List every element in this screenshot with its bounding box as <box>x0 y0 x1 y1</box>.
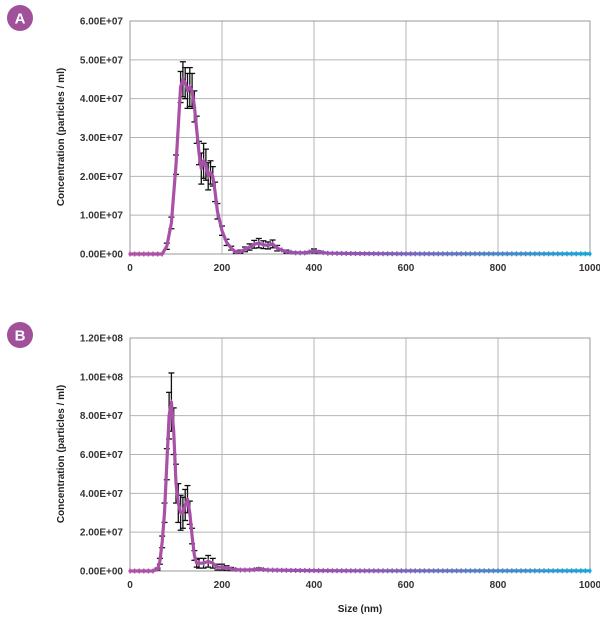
panel-b-label: B <box>15 328 26 345</box>
x-tick-label-a: 800 <box>490 263 507 274</box>
y-tick-label-b: 6.00E+07 <box>80 450 124 461</box>
chart-panel-a: A 0.00E+00 1.00E+07 2.00E+07 3.00E+07 4.00E+… <box>7 5 600 274</box>
x-tick-label-a: 0 <box>127 263 133 274</box>
y-tick-label-a: 4.00E+07 <box>80 94 124 105</box>
x-tick-label-b: 400 <box>306 580 323 591</box>
chart-panel-b: B 0.00E+00 2.00E+07 4.00E+07 6.00E+07 8.00E+… <box>7 322 600 615</box>
y-tick-label-b: 1.20E+08 <box>80 334 124 345</box>
plot-area-b: 0.00E+00 2.00E+07 4.00E+07 6.00E+07 8.00E+07… <box>80 334 600 592</box>
y-tick-label-b: 4.00E+07 <box>80 489 124 500</box>
y-tick-label-a: 0.00E+00 <box>80 250 124 261</box>
x-tick-label-b: 0 <box>127 580 133 591</box>
panel-b-badge: B <box>7 322 33 348</box>
x-axis-title-b: Size (nm) <box>338 604 382 615</box>
series-line-b <box>130 402 590 571</box>
x-tick-label-b: 600 <box>398 580 415 591</box>
x-tick-label-a: 200 <box>214 263 231 274</box>
x-tick-label-b: 200 <box>214 580 231 591</box>
panel-a-badge: A <box>7 5 33 31</box>
y-tick-label-b: 1.00E+08 <box>80 372 124 383</box>
x-tick-label-b: 800 <box>490 580 507 591</box>
series-line-a <box>130 79 590 254</box>
y-tick-label-a: 3.00E+07 <box>80 133 124 144</box>
x-tick-label-a: 1000 <box>579 263 600 274</box>
y-tick-label-b: 8.00E+07 <box>80 411 124 422</box>
y-axis-title-a: Concentration (particles / ml) <box>56 68 67 206</box>
y-tick-label-a: 1.00E+07 <box>80 211 124 222</box>
x-tick-label-a: 400 <box>306 263 323 274</box>
y-tick-label-a: 2.00E+07 <box>80 172 124 183</box>
y-tick-label-b: 0.00E+00 <box>80 567 124 578</box>
x-tick-label-b: 1000 <box>579 580 600 591</box>
y-tick-label-a: 5.00E+07 <box>80 55 124 66</box>
y-tick-label-a: 6.00E+07 <box>80 17 124 28</box>
y-axis-title-b: Concentration (particles / ml) <box>56 385 67 523</box>
plot-area-a: 0.00E+00 1.00E+07 2.00E+07 3.00E+07 4.00E+07… <box>80 17 600 275</box>
y-tick-label-b: 2.00E+07 <box>80 528 124 539</box>
x-tick-label-a: 600 <box>398 263 415 274</box>
panel-a-label: A <box>15 11 26 28</box>
